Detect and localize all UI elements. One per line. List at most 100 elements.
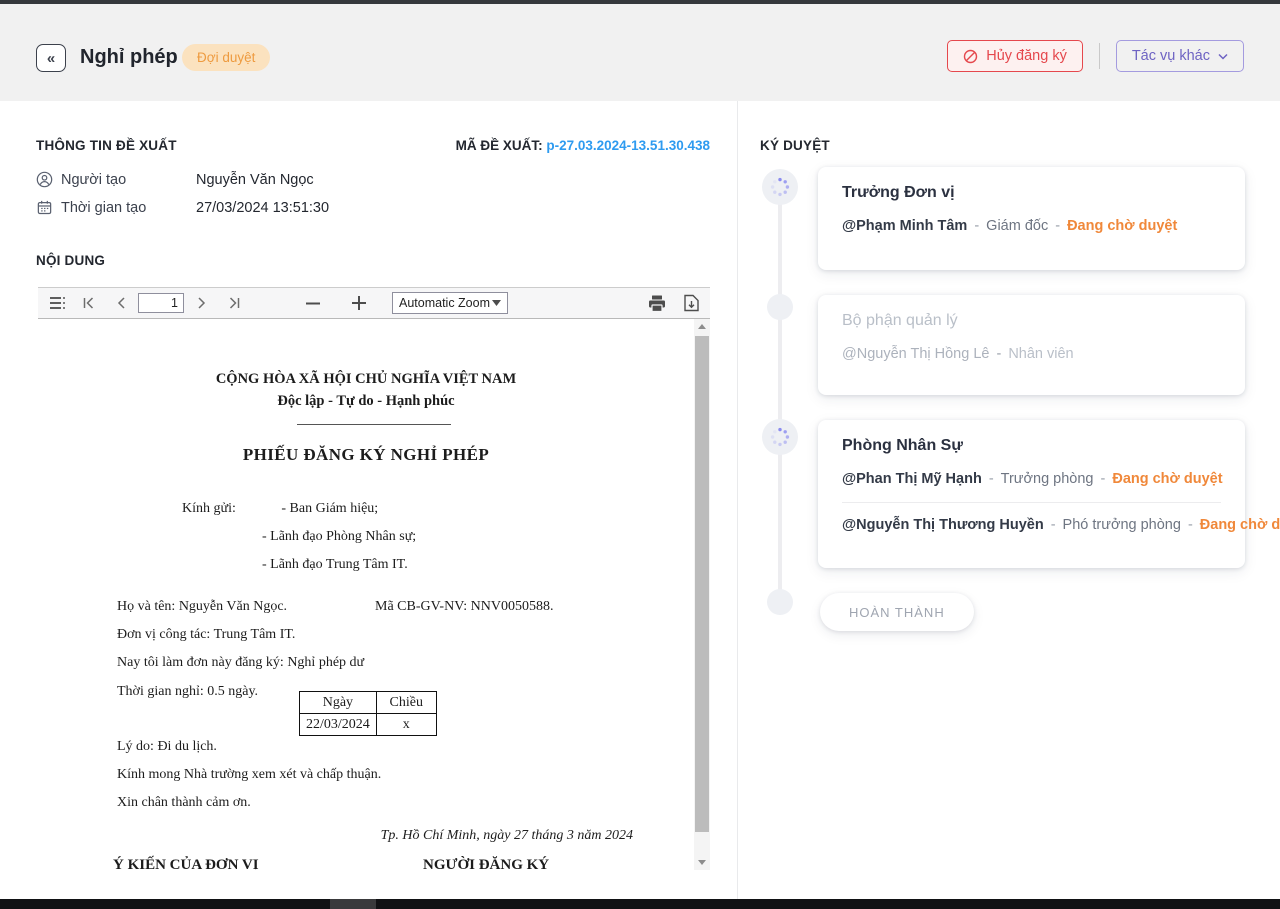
separator: -	[1050, 517, 1056, 533]
doc-title: PHIẾU ĐĂNG KÝ NGHỈ PHÉP	[242, 445, 490, 464]
doc-salutation-label: Kính gửi:	[182, 501, 236, 516]
pdf-scrollbar[interactable]	[694, 319, 710, 870]
previous-page-icon[interactable]	[112, 294, 130, 312]
doc-unit-line: Đơn vị công tác: Trung Tâm IT.	[117, 627, 296, 642]
doc-thanks-line: Xin chân thành cảm ơn.	[117, 795, 251, 810]
doc-national-motto-2: Độc lập - Tự do - Hạnh phúc	[277, 393, 455, 409]
card-divider	[842, 502, 1221, 503]
scrollbar-thumb[interactable]	[695, 336, 709, 832]
timeline-node-inactive-1	[767, 294, 793, 320]
zoom-level-select[interactable]: Automatic Zoom	[392, 292, 508, 314]
other-actions-label: Tác vụ khác	[1131, 48, 1210, 64]
sidebar-toggle-icon[interactable]	[48, 294, 66, 312]
proposal-code: MÃ ĐỀ XUẤT: p-27.03.2024-13.51.30.438	[456, 138, 710, 153]
approval-step-title: Bộ phận quản lý	[842, 312, 958, 329]
doc-name-line: Họ và tên: Nguyễn Văn Ngọc.	[117, 599, 288, 614]
doc-request-line: Kính mong Nhà trường xem xét và chấp thu…	[117, 767, 382, 782]
creator-value: Nguyễn Văn Ngọc	[196, 171, 314, 188]
pdf-page: CỘNG HÒA XÃ HỘI CHỦ NGHĨA VIỆT NAM Độc l…	[38, 319, 694, 870]
other-actions-button[interactable]: Tác vụ khác	[1115, 40, 1244, 72]
doc-recipient-3: - Lãnh đạo Trung Tâm IT.	[262, 557, 408, 572]
doc-reason-line: Lý do: Đi du lịch.	[117, 739, 217, 754]
doc-signature-right: NGƯỜI ĐĂNG KÝ	[423, 857, 550, 870]
button-divider	[1098, 43, 1100, 69]
next-page-icon[interactable]	[192, 294, 210, 312]
bottom-bar-segment	[330, 899, 376, 909]
doc-recipient-1: - Ban Giám hiệu;	[281, 501, 379, 516]
zoom-out-icon[interactable]	[304, 294, 322, 312]
separator: -	[1055, 218, 1061, 234]
timeline-node-complete	[767, 589, 793, 615]
approval-card-bo-phan-quan-ly: Bộ phận quản lý @Nguyễn Thị Hồng Lê - Nh…	[818, 295, 1245, 395]
doc-signature-left: Ý KIẾN CỦA ĐƠN VỊ	[113, 857, 259, 870]
calendar-icon	[37, 200, 52, 215]
chevron-down-icon	[1218, 53, 1228, 60]
timeline-node-pending-1	[762, 169, 798, 205]
first-page-icon[interactable]	[80, 294, 98, 312]
zoom-in-icon[interactable]	[350, 294, 368, 312]
created-time-value: 27/03/2024 13:51:30	[196, 199, 330, 216]
back-button[interactable]: «	[36, 44, 66, 72]
pdf-toolbar: Automatic Zoom	[38, 287, 710, 319]
spinner-icon	[770, 427, 790, 447]
window-top-strip	[0, 0, 1280, 4]
approver-role: Giám đốc	[986, 218, 1049, 234]
window-bottom-bar	[0, 899, 1280, 909]
table-row: 22/03/2024 x	[299, 713, 437, 736]
cancel-registration-button[interactable]: Hủy đăng ký	[947, 40, 1083, 72]
page-header: « Nghỉ phép Đợi duyệt Hủy đăng ký Tác vụ…	[0, 4, 1280, 101]
creator-row: Người tạo Nguyễn Văn Ngọc	[36, 171, 710, 188]
approver-name: @Nguyễn Thị Thương Huyền	[842, 517, 1044, 533]
approver-row: @Nguyễn Thị Thương Huyền - Phó trưởng ph…	[842, 517, 1280, 533]
approval-step-title: Trưởng Đơn vị	[842, 184, 955, 201]
separator: -	[988, 471, 994, 487]
created-time-row: Thời gian tạo 27/03/2024 13:51:30	[36, 199, 710, 216]
creator-label: Người tạo	[61, 171, 127, 188]
scroll-up-icon[interactable]	[694, 319, 710, 334]
separator: -	[1100, 471, 1106, 487]
doc-divider-line	[297, 424, 451, 425]
timeline-node-pending-2	[762, 419, 798, 455]
proposal-info-title: THÔNG TIN ĐỀ XUẤT	[36, 138, 177, 153]
proposal-code-link[interactable]: p-27.03.2024-13.51.30.438	[546, 138, 710, 153]
approver-name: @Phan Thị Mỹ Hạnh	[842, 471, 982, 487]
select-arrow-icon	[492, 300, 501, 306]
separator: -	[1187, 517, 1193, 533]
doc-register-line: Nay tôi làm đơn này đăng ký: Nghỉ phép d…	[117, 655, 365, 670]
ban-icon	[964, 49, 978, 63]
approver-row: @Phạm Minh Tâm - Giám đốc - Đang chờ duy…	[842, 218, 1221, 234]
leave-table-header-session: Chiều	[375, 691, 437, 714]
doc-recipient-2: - Lãnh đạo Phòng Nhân sự;	[262, 529, 417, 544]
download-icon[interactable]	[682, 294, 700, 312]
approval-card-truong-don-vi: Trưởng Đơn vị @Phạm Minh Tâm - Giám đốc …	[818, 167, 1245, 270]
pdf-document-area: CỘNG HÒA XÃ HỘI CHỦ NGHĨA VIỆT NAM Độc l…	[38, 319, 710, 870]
separator: -	[974, 218, 980, 234]
approval-section-title: KÝ DUYỆT	[760, 138, 830, 153]
leave-table-cell-session: x	[375, 713, 437, 736]
content-section-title: NỘI DUNG	[36, 253, 106, 268]
approver-name: @Nguyễn Thị Hồng Lê	[842, 346, 990, 362]
print-icon[interactable]	[648, 294, 666, 312]
proposal-info-header: THÔNG TIN ĐỀ XUẤT MÃ ĐỀ XUẤT: p-27.03.20…	[36, 138, 710, 153]
last-page-icon[interactable]	[224, 294, 242, 312]
doc-salutation: Kính gửi: - Ban Giám hiệu;	[182, 501, 378, 517]
approver-status: Đang chờ duyệt	[1112, 471, 1223, 487]
approver-name: @Phạm Minh Tâm	[842, 218, 968, 234]
doc-date-line: Tp. Hồ Chí Minh, ngày 27 tháng 3 năm 202…	[380, 828, 633, 843]
doc-employee-code: Mã CB-GV-NV: NNV0050588.	[375, 599, 554, 614]
scroll-down-icon[interactable]	[694, 855, 710, 870]
spinner-icon	[770, 177, 790, 197]
header-actions: Hủy đăng ký Tác vụ khác	[947, 40, 1244, 72]
approver-status: Đang chờ duyệt	[1067, 218, 1178, 234]
approver-role: Nhân viên	[1008, 346, 1074, 362]
page-number-input[interactable]	[138, 293, 184, 313]
leave-table-cell-date: 22/03/2024	[299, 713, 377, 736]
column-divider	[737, 101, 738, 899]
cancel-button-label: Hủy đăng ký	[986, 48, 1067, 64]
timeline-line	[778, 187, 782, 603]
user-icon	[36, 171, 53, 188]
approval-card-phong-nhan-su: Phòng Nhân Sự @Phan Thị Mỹ Hạnh - Trưởng…	[818, 420, 1280, 568]
pdf-viewer: Automatic Zoom	[38, 287, 710, 871]
page-title: Nghỉ phép	[80, 46, 178, 68]
